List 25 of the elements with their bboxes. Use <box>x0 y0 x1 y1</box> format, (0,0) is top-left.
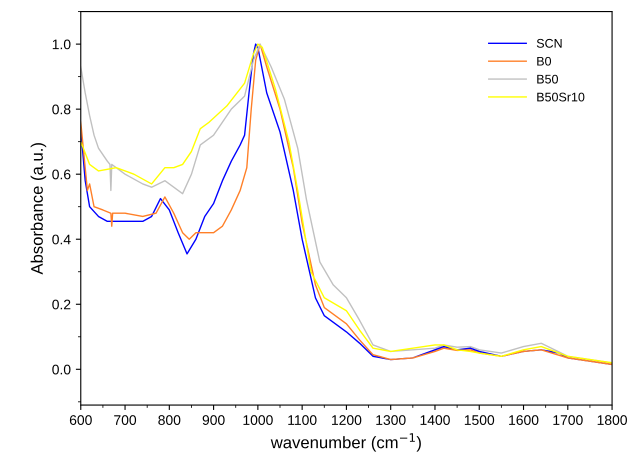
legend-label: B50 <box>537 74 558 84</box>
legend-label: B50Sr10 <box>537 92 584 102</box>
x-tick-label: 1800 <box>598 415 627 425</box>
x-axis-title: wavenumber (cm$^{−1}$) <box>270 433 421 452</box>
x-tick-label: 1100 <box>288 415 317 425</box>
x-tick-label: 1400 <box>420 415 450 425</box>
legend-label: SCN <box>536 38 562 48</box>
y-tick-label: 0.2 <box>52 300 70 310</box>
x-tick-label: 1700 <box>553 415 583 425</box>
x-tick-label: 1200 <box>332 415 362 425</box>
x-tick-label: 1500 <box>464 415 494 425</box>
x-tick-label: 600 <box>70 415 92 425</box>
y-tick-label: 0.8 <box>52 104 70 114</box>
x-tick-label: 1300 <box>376 415 406 425</box>
x-tick-label: 800 <box>158 415 180 425</box>
x-tick-label: 900 <box>202 415 225 425</box>
y-tick-label: 0.4 <box>52 234 71 244</box>
y-axis-title: Absorbance (a.u.) <box>30 143 46 275</box>
legend-label: B0 <box>537 56 552 66</box>
y-tick-label: 1.0 <box>52 39 71 50</box>
x-tick-label: 700 <box>114 415 136 425</box>
y-tick-label: 0.0 <box>52 364 71 374</box>
x-tick-label: 1600 <box>509 415 538 425</box>
x-tick-label: 1000 <box>243 415 273 425</box>
y-tick-label: 0.6 <box>52 170 70 180</box>
